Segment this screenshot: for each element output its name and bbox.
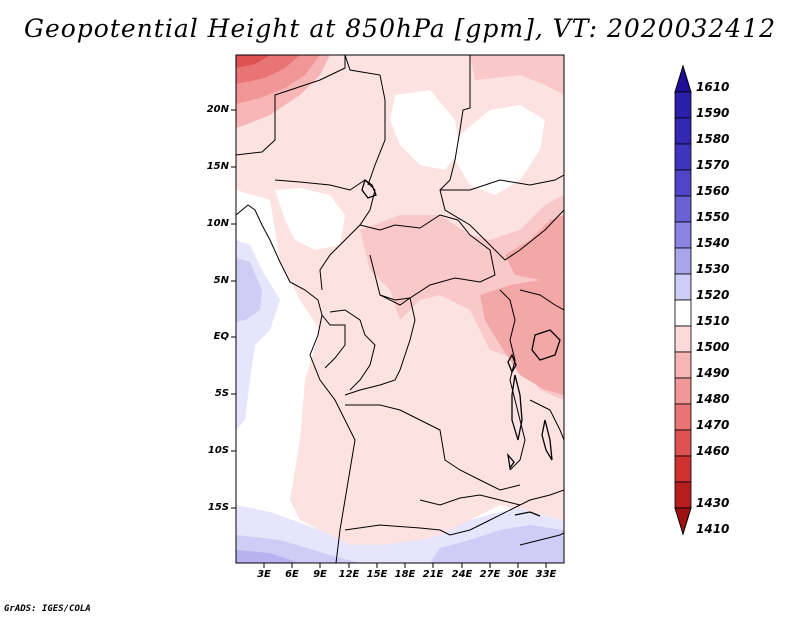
colorbar-segment bbox=[674, 169, 692, 197]
lake-chad bbox=[361, 178, 377, 199]
colorbar-segment bbox=[674, 91, 692, 119]
field-white-patch-2 bbox=[390, 90, 460, 170]
field-south-blue2 bbox=[430, 525, 564, 563]
colorbar-segment bbox=[674, 221, 692, 249]
colorbar-segment bbox=[674, 325, 692, 353]
lon-label-18e: 18E bbox=[394, 569, 416, 580]
border-sudan-ss bbox=[440, 174, 564, 191]
border-sahel-1 bbox=[274, 179, 376, 291]
colorbar-segment bbox=[674, 481, 692, 509]
lon-label-6e: 6E bbox=[285, 569, 299, 580]
colorbar-label-1410: 1410 bbox=[696, 522, 730, 536]
lon-label-33e: 33E bbox=[535, 569, 557, 580]
border-angola-south bbox=[344, 489, 564, 536]
colorbar-arrow-bottom bbox=[674, 507, 692, 536]
border-mozambique bbox=[519, 532, 564, 546]
colorbar-label-1480: 1480 bbox=[696, 392, 730, 406]
map-frame bbox=[235, 54, 565, 564]
lon-label-9e: 9E bbox=[313, 569, 327, 580]
lat-label-10s: 10S bbox=[207, 445, 229, 456]
lon-label-27e: 27E bbox=[479, 569, 501, 580]
lake-victoria bbox=[531, 329, 561, 361]
colorbar-label-1510: 1510 bbox=[696, 314, 730, 328]
lon-label-21e: 21E bbox=[422, 569, 444, 580]
colorbar-label-1590: 1590 bbox=[696, 106, 730, 120]
border-car-drc bbox=[379, 294, 411, 306]
field-pink-1480-east bbox=[480, 275, 564, 395]
colorbar-label-1430: 1430 bbox=[696, 496, 730, 510]
colorbar-segment bbox=[674, 247, 692, 275]
colorbar-segment bbox=[674, 351, 692, 379]
colorbar-arrow-top bbox=[674, 64, 692, 93]
grads-credit: GrADS: IGES/COLA bbox=[4, 604, 91, 614]
lake-mweru bbox=[507, 452, 515, 470]
lake-tanganyika bbox=[511, 374, 523, 441]
lakes bbox=[361, 178, 561, 517]
coastline-west bbox=[236, 204, 356, 563]
lon-label-12e: 12E bbox=[338, 569, 360, 580]
colorbar-segment bbox=[674, 117, 692, 145]
border-tanzania bbox=[529, 399, 564, 441]
country-borders bbox=[236, 55, 564, 563]
border-uganda bbox=[519, 289, 564, 311]
lake-kivu bbox=[507, 353, 517, 374]
lon-label-24e: 24E bbox=[451, 569, 473, 580]
colorbar-label-1530: 1530 bbox=[696, 262, 730, 276]
lon-label-3e: 3E bbox=[257, 569, 271, 580]
colorbar-segment bbox=[674, 429, 692, 457]
lat-label-15s: 15S bbox=[207, 502, 229, 513]
border-drc-west bbox=[344, 297, 416, 396]
border-gabon bbox=[321, 314, 346, 369]
colorbar bbox=[674, 64, 692, 536]
chart-title: Geopotential Height at 850hPa [gpm], VT:… bbox=[23, 14, 777, 43]
field-pink-1480-ne bbox=[505, 215, 564, 280]
colorbar-segment bbox=[674, 455, 692, 483]
field-red-1460-north bbox=[236, 55, 270, 68]
colorbar-segment bbox=[674, 377, 692, 405]
colorbar-segment bbox=[674, 143, 692, 171]
colorbar-label-1470: 1470 bbox=[696, 418, 730, 432]
colorbar-label-1460: 1460 bbox=[696, 444, 730, 458]
colorbar-segment bbox=[674, 403, 692, 431]
lat-label-5s: 5S bbox=[214, 388, 229, 399]
border-car-north bbox=[359, 214, 496, 301]
lake-malawi bbox=[541, 419, 553, 461]
lon-label-15e: 15E bbox=[366, 569, 388, 580]
lon-label-30e: 30E bbox=[507, 569, 529, 580]
colorbar-label-1490: 1490 bbox=[696, 366, 730, 380]
colorbar-label-1560: 1560 bbox=[696, 184, 730, 198]
field-ocean-blue bbox=[236, 258, 262, 322]
colorbar-label-1520: 1520 bbox=[696, 288, 730, 302]
border-niger-nigeria bbox=[236, 55, 346, 156]
border-congo bbox=[329, 309, 376, 391]
colorbar-label-1500: 1500 bbox=[696, 340, 730, 354]
field-pink-1490-east bbox=[470, 55, 564, 95]
lat-label-5n: 5N bbox=[213, 275, 229, 286]
colorbar-label-1580: 1580 bbox=[696, 132, 730, 146]
lat-label-20n: 20N bbox=[206, 104, 229, 115]
field-white-patch-3 bbox=[455, 105, 545, 195]
colorbar-segment bbox=[674, 299, 692, 327]
border-east-lakes bbox=[499, 289, 526, 471]
field-south-blue3 bbox=[236, 550, 300, 563]
lat-label-10n: 10N bbox=[206, 218, 229, 229]
field-white-patch-1 bbox=[275, 188, 345, 250]
colorbar-segment bbox=[674, 273, 692, 301]
border-angola-drc bbox=[345, 404, 521, 491]
height-field bbox=[236, 55, 564, 563]
colorbar-label-1540: 1540 bbox=[696, 236, 730, 250]
colorbar-label-1550: 1550 bbox=[696, 210, 730, 224]
border-libya-chad bbox=[344, 55, 386, 186]
lat-label-15n: 15N bbox=[206, 161, 229, 172]
colorbar-label-1610: 1610 bbox=[696, 80, 730, 94]
colorbar-label-1570: 1570 bbox=[696, 158, 730, 172]
lake-kariba bbox=[514, 511, 541, 517]
colorbar-segment bbox=[674, 195, 692, 223]
axis-ticks bbox=[231, 109, 547, 568]
border-zambia bbox=[419, 494, 521, 506]
lat-label-eq: EQ bbox=[213, 331, 229, 342]
